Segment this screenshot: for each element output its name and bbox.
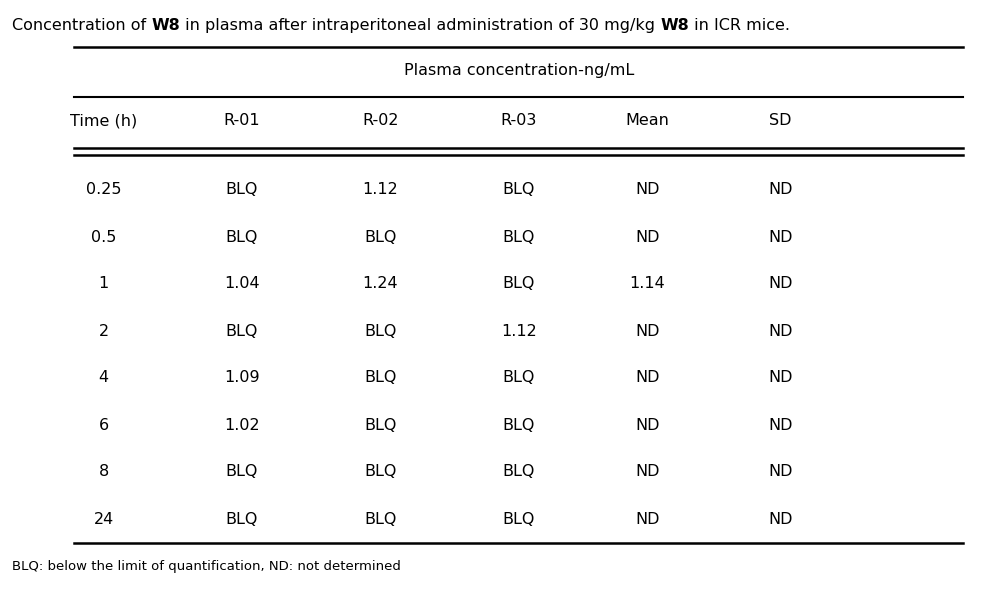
- Text: ND: ND: [769, 417, 792, 433]
- Text: BLQ: BLQ: [365, 371, 396, 385]
- Text: ND: ND: [769, 323, 792, 339]
- Text: BLQ: BLQ: [503, 276, 535, 291]
- Text: R-03: R-03: [501, 113, 536, 128]
- Text: ND: ND: [769, 182, 792, 198]
- Text: BLQ: BLQ: [365, 511, 396, 526]
- Text: BLQ: BLQ: [365, 323, 396, 339]
- Text: 8: 8: [99, 465, 109, 480]
- Text: in ICR mice.: in ICR mice.: [689, 18, 789, 33]
- Text: ND: ND: [635, 323, 659, 339]
- Text: R-02: R-02: [363, 113, 398, 128]
- Text: 0.25: 0.25: [86, 182, 122, 198]
- Text: 1.02: 1.02: [224, 417, 260, 433]
- Text: 0.5: 0.5: [91, 230, 117, 244]
- Text: 24: 24: [94, 511, 114, 526]
- Text: 1.12: 1.12: [501, 323, 536, 339]
- Text: 2: 2: [99, 323, 109, 339]
- Text: BLQ: BLQ: [503, 230, 535, 244]
- Text: 6: 6: [99, 417, 109, 433]
- Text: ND: ND: [635, 417, 659, 433]
- Text: Plasma concentration-ng/mL: Plasma concentration-ng/mL: [403, 63, 634, 78]
- Text: 1.14: 1.14: [629, 276, 665, 291]
- Text: in plasma after intraperitoneal administration of 30 mg/kg: in plasma after intraperitoneal administ…: [180, 18, 660, 33]
- Text: ND: ND: [769, 465, 792, 480]
- Text: ND: ND: [635, 371, 659, 385]
- Text: BLQ: BLQ: [365, 417, 396, 433]
- Text: BLQ: BLQ: [226, 230, 258, 244]
- Text: ND: ND: [635, 511, 659, 526]
- Text: W8: W8: [660, 18, 689, 33]
- Text: BLQ: BLQ: [503, 511, 535, 526]
- Text: BLQ: BLQ: [503, 417, 535, 433]
- Text: BLQ: BLQ: [226, 465, 258, 480]
- Text: ND: ND: [769, 511, 792, 526]
- Text: BLQ: BLQ: [503, 371, 535, 385]
- Text: BLQ: BLQ: [226, 323, 258, 339]
- Text: BLQ: BLQ: [503, 182, 535, 198]
- Text: BLQ: BLQ: [226, 182, 258, 198]
- Text: 1.09: 1.09: [224, 371, 260, 385]
- Text: BLQ: BLQ: [365, 230, 396, 244]
- Text: ND: ND: [769, 276, 792, 291]
- Text: 1.12: 1.12: [363, 182, 398, 198]
- Text: W8: W8: [151, 18, 180, 33]
- Text: 1.04: 1.04: [224, 276, 260, 291]
- Text: ND: ND: [635, 465, 659, 480]
- Text: Mean: Mean: [625, 113, 669, 128]
- Text: 1: 1: [99, 276, 109, 291]
- Text: 4: 4: [99, 371, 109, 385]
- Text: BLQ: BLQ: [365, 465, 396, 480]
- Text: Time (h): Time (h): [70, 113, 137, 128]
- Text: ND: ND: [635, 230, 659, 244]
- Text: ND: ND: [769, 230, 792, 244]
- Text: Concentration of: Concentration of: [12, 18, 151, 33]
- Text: BLQ: below the limit of quantification, ND: not determined: BLQ: below the limit of quantification, …: [12, 560, 401, 573]
- Text: R-01: R-01: [223, 113, 261, 128]
- Text: BLQ: BLQ: [226, 511, 258, 526]
- Text: BLQ: BLQ: [503, 465, 535, 480]
- Text: 1.24: 1.24: [363, 276, 398, 291]
- Text: ND: ND: [769, 371, 792, 385]
- Text: ND: ND: [635, 182, 659, 198]
- Text: SD: SD: [770, 113, 791, 128]
